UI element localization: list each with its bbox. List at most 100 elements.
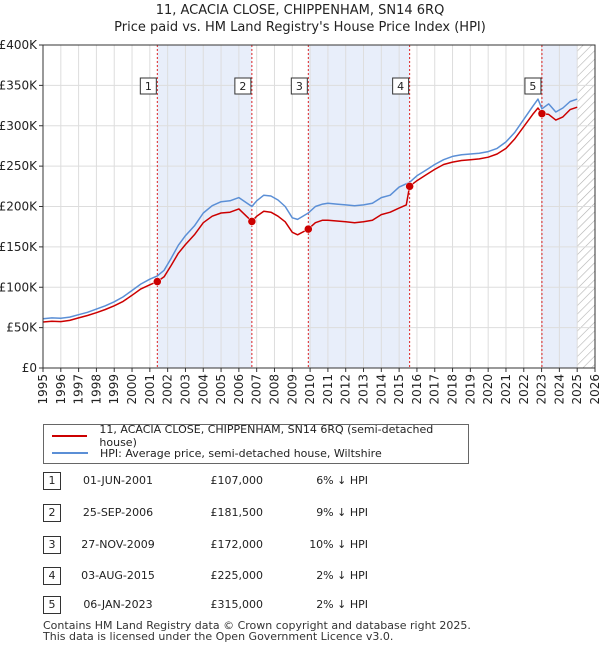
x-tick-label: 2020 <box>481 374 495 405</box>
x-tick-label: 2000 <box>125 374 139 405</box>
sale-point <box>247 217 257 226</box>
x-tick-label: 2006 <box>232 374 246 405</box>
y-tick-label: £350K <box>0 78 38 92</box>
x-tick-label: 2011 <box>321 374 335 405</box>
sale-number-badge: 1 <box>43 472 61 490</box>
x-tick-label: 2004 <box>196 374 210 405</box>
sale-number-marker: 3 <box>290 77 308 95</box>
sale-row: 5 06-JAN-2023 £315,000 2% ↓ HPI <box>43 596 463 614</box>
sale-number-label: 3 <box>296 80 303 93</box>
sale-hpi-delta: 9% ↓ HPI <box>316 506 368 519</box>
x-tick-label: 2018 <box>446 374 460 405</box>
sale-date: 03-AUG-2015 <box>81 569 155 582</box>
sale-hpi-delta: 6% ↓ HPI <box>316 474 368 487</box>
footer-line2: This data is licensed under the Open Gov… <box>43 630 394 643</box>
x-tick-label: 2017 <box>428 374 442 405</box>
x-tick-label: 2008 <box>267 374 281 405</box>
x-tick-label: 2005 <box>214 374 228 405</box>
sale-number-badge: 2 <box>43 504 61 522</box>
legend-swatch-hpi <box>52 452 88 454</box>
x-tick-label: 2023 <box>535 374 549 405</box>
legend-item-property: 11, ACACIA CLOSE, CHIPPENHAM, SN14 6RQ (… <box>52 423 468 449</box>
chart-title-line2: Price paid vs. HM Land Registry's House … <box>114 20 486 35</box>
x-tick-label: 2026 <box>588 374 600 405</box>
sale-number-label: 1 <box>145 80 152 93</box>
y-tick-label: £300K <box>0 119 38 133</box>
legend-label-hpi: HPI: Average price, semi-detached house,… <box>100 446 382 460</box>
price-chart: 1 2 3 4 5 £0 £50K £100K £150K £200K £250K £300K £35… <box>0 38 600 405</box>
sale-number-marker: 2 <box>234 77 252 95</box>
property-price-line <box>42 106 578 323</box>
x-tick-label: 2016 <box>410 374 424 405</box>
sale-price: £107,000 <box>210 474 264 487</box>
y-tick-label: £400K <box>0 38 38 52</box>
x-tick-label: 1998 <box>89 374 103 405</box>
x-tick-label: 2009 <box>285 374 299 405</box>
sale-row: 1 01-JUN-2001 £107,000 6% ↓ HPI <box>43 472 463 490</box>
sale-number-marker: 1 <box>139 77 157 95</box>
legend: 11, ACACIA CLOSE, CHIPPENHAM, SN14 6RQ (… <box>43 423 469 464</box>
sale-hpi-delta: 10% ↓ HPI <box>309 538 368 551</box>
sale-number-box <box>290 77 308 95</box>
sale-number-badge: 4 <box>43 567 61 585</box>
sale-price: £225,000 <box>210 569 264 582</box>
y-tick-label: £100K <box>0 280 38 294</box>
sale-number-box <box>392 77 410 95</box>
y-tick-label: £200K <box>0 200 38 214</box>
sale-price: £315,000 <box>210 598 264 611</box>
x-tick-label: 2003 <box>178 374 192 405</box>
y-tick-label: £0 <box>22 361 37 375</box>
y-tick-label: £50K <box>6 321 38 335</box>
sale-hpi-delta: 2% ↓ HPI <box>316 598 368 611</box>
sale-number-box <box>139 77 157 95</box>
sale-point <box>405 182 414 191</box>
x-tick-label: 1999 <box>107 374 121 405</box>
y-tick-label: £150K <box>0 240 38 254</box>
legend-item-hpi: HPI: Average price, semi-detached house,… <box>52 445 382 461</box>
y-tick-label: £250K <box>0 159 38 173</box>
x-tick-label: 2002 <box>161 374 175 405</box>
x-tick-label: 1997 <box>72 374 86 405</box>
x-tick-label: 2015 <box>392 374 406 405</box>
sale-number-badge: 5 <box>43 596 61 614</box>
sale-number-badge: 3 <box>43 536 61 554</box>
sale-row: 3 27-NOV-2009 £172,000 10% ↓ HPI <box>43 536 463 554</box>
x-tick-label: 1996 <box>54 374 68 405</box>
sale-number-box <box>524 77 542 95</box>
chart-title: 11, ACACIA CLOSE, CHIPPENHAM, SN14 6RQ P… <box>0 2 600 36</box>
sale-number-marker: 4 <box>392 77 410 95</box>
sale-point <box>304 224 313 234</box>
x-tick-label: 2025 <box>570 374 584 405</box>
x-tick-label: 2024 <box>552 374 566 405</box>
legend-swatch-property <box>52 435 88 437</box>
x-tick-label: 2022 <box>517 374 531 405</box>
sale-price: £181,500 <box>210 506 264 519</box>
sale-number-label: 4 <box>397 80 404 93</box>
x-tick-label: 2010 <box>303 374 317 405</box>
sale-point <box>537 109 547 118</box>
x-tick-label: 1995 <box>36 374 50 405</box>
sale-date: 25-SEP-2006 <box>82 506 154 519</box>
sale-number-label: 2 <box>239 80 246 93</box>
legend-label-property: 11, ACACIA CLOSE, CHIPPENHAM, SN14 6RQ (… <box>99 423 434 449</box>
chart-title-line1: 11, ACACIA CLOSE, CHIPPENHAM, SN14 6RQ <box>155 3 445 18</box>
sale-date: 27-NOV-2009 <box>81 538 155 551</box>
x-tick-label: 2001 <box>143 374 157 405</box>
sale-price: £172,000 <box>210 538 264 551</box>
x-tick-label: 2013 <box>357 374 371 405</box>
footer-attribution: Contains HM Land Registry data © Crown c… <box>43 620 471 642</box>
x-tick-label: 2012 <box>339 374 353 405</box>
x-tick-label: 2014 <box>374 374 388 405</box>
x-tick-label: 2019 <box>463 374 477 405</box>
hpi-line <box>42 98 578 320</box>
sale-number-label: 5 <box>529 80 536 93</box>
sale-row: 2 25-SEP-2006 £181,500 9% ↓ HPI <box>43 504 463 522</box>
sale-number-box <box>234 77 252 95</box>
x-tick-label: 2021 <box>499 374 513 405</box>
x-tick-label: 2007 <box>250 374 264 405</box>
sale-number-marker: 5 <box>524 77 542 95</box>
sale-date: 06-JAN-2023 <box>83 598 153 611</box>
footer-line1: Contains HM Land Registry data © Crown c… <box>43 619 471 632</box>
sale-row: 4 03-AUG-2015 £225,000 2% ↓ HPI <box>43 567 463 585</box>
sale-hpi-delta: 2% ↓ HPI <box>316 569 368 582</box>
